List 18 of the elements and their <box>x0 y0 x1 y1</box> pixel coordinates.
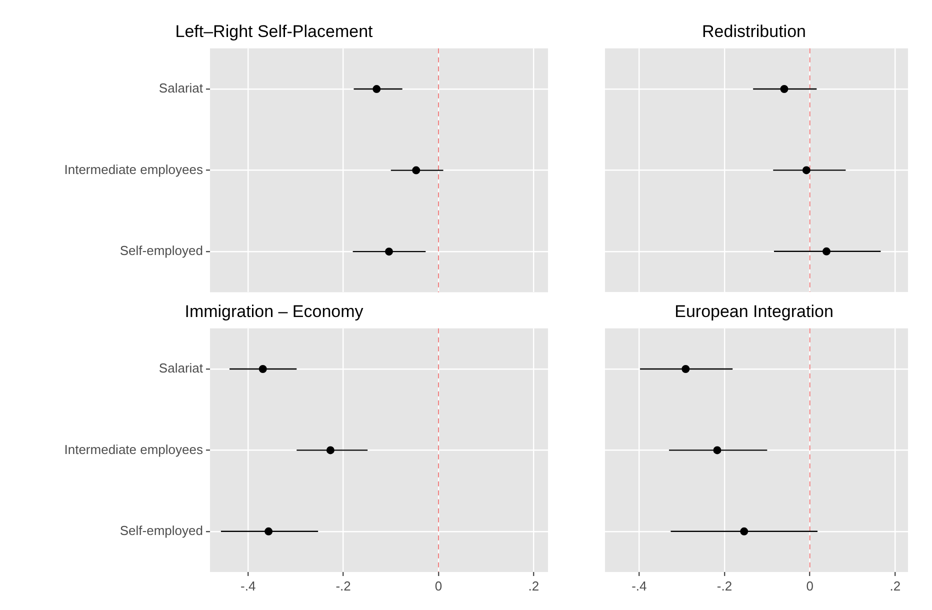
chart-title: European Integration <box>674 302 834 321</box>
y-tick-label: Salariat <box>158 80 204 96</box>
y-tick-label: Self-employed <box>120 522 203 538</box>
chart-title: Left–Right Self-Placement <box>175 22 374 41</box>
chart-title: Immigration – Economy <box>184 302 364 321</box>
x-tick-label: -.4 <box>632 578 647 594</box>
y-tick-label: Intermediate employees <box>64 442 204 457</box>
x-tick-label: .2 <box>890 578 901 594</box>
y-tick-label: Salariat <box>158 360 204 376</box>
chart-title: Redistribution <box>702 22 806 41</box>
y-tick-label: Self-employed <box>120 243 203 258</box>
x-tick-label: -.2 <box>716 578 732 594</box>
x-tick-label: 0 <box>434 578 442 594</box>
x-tick-label: .2 <box>528 578 540 594</box>
x-tick-label: -.4 <box>240 578 256 594</box>
x-tick-label: 0 <box>806 578 814 594</box>
y-tick-label: Intermediate employees <box>64 162 204 177</box>
x-tick-label: -.2 <box>336 578 351 594</box>
